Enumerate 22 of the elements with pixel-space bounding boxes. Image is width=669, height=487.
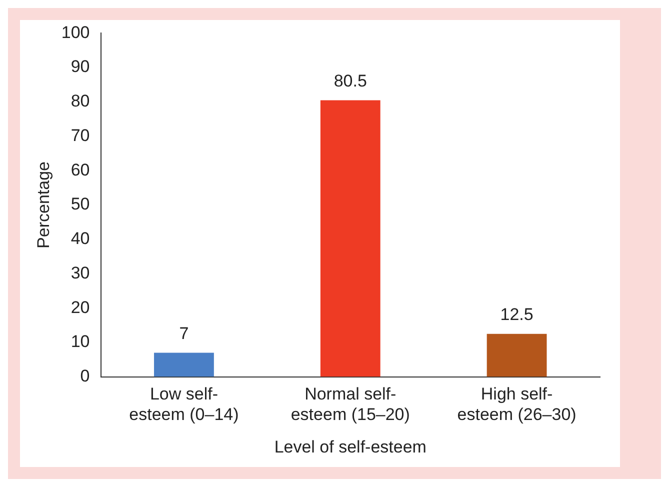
y-tick-label: 100	[61, 22, 90, 42]
y-tick-label: 70	[70, 126, 90, 145]
bar	[320, 100, 380, 377]
y-tick-label: 20	[70, 298, 90, 317]
data-label: 12.5	[500, 305, 534, 324]
y-tick-label: 60	[70, 160, 90, 180]
data-label: 7	[179, 324, 189, 343]
x-tick-label: Low self-esteem (0–14)	[129, 384, 239, 424]
y-axis-title: Percentage	[34, 162, 53, 248]
x-tick-label: High self-esteem (26–30)	[457, 384, 576, 424]
x-tick-label: Normal self-esteem (15–20)	[290, 384, 410, 424]
y-tick-label: 90	[70, 57, 90, 76]
y-tick-label: 10	[70, 332, 90, 352]
bar	[154, 352, 214, 377]
y-tick-label: 50	[70, 194, 90, 214]
bar	[486, 334, 547, 377]
y-tick-label: 0	[80, 366, 90, 386]
x-axis-title: Level of self-esteem	[274, 437, 426, 456]
y-tick-label: 80	[70, 92, 90, 111]
data-label: 80.5	[334, 71, 367, 90]
y-tick-label: 30	[70, 263, 90, 282]
y-tick-label: 40	[70, 229, 90, 248]
